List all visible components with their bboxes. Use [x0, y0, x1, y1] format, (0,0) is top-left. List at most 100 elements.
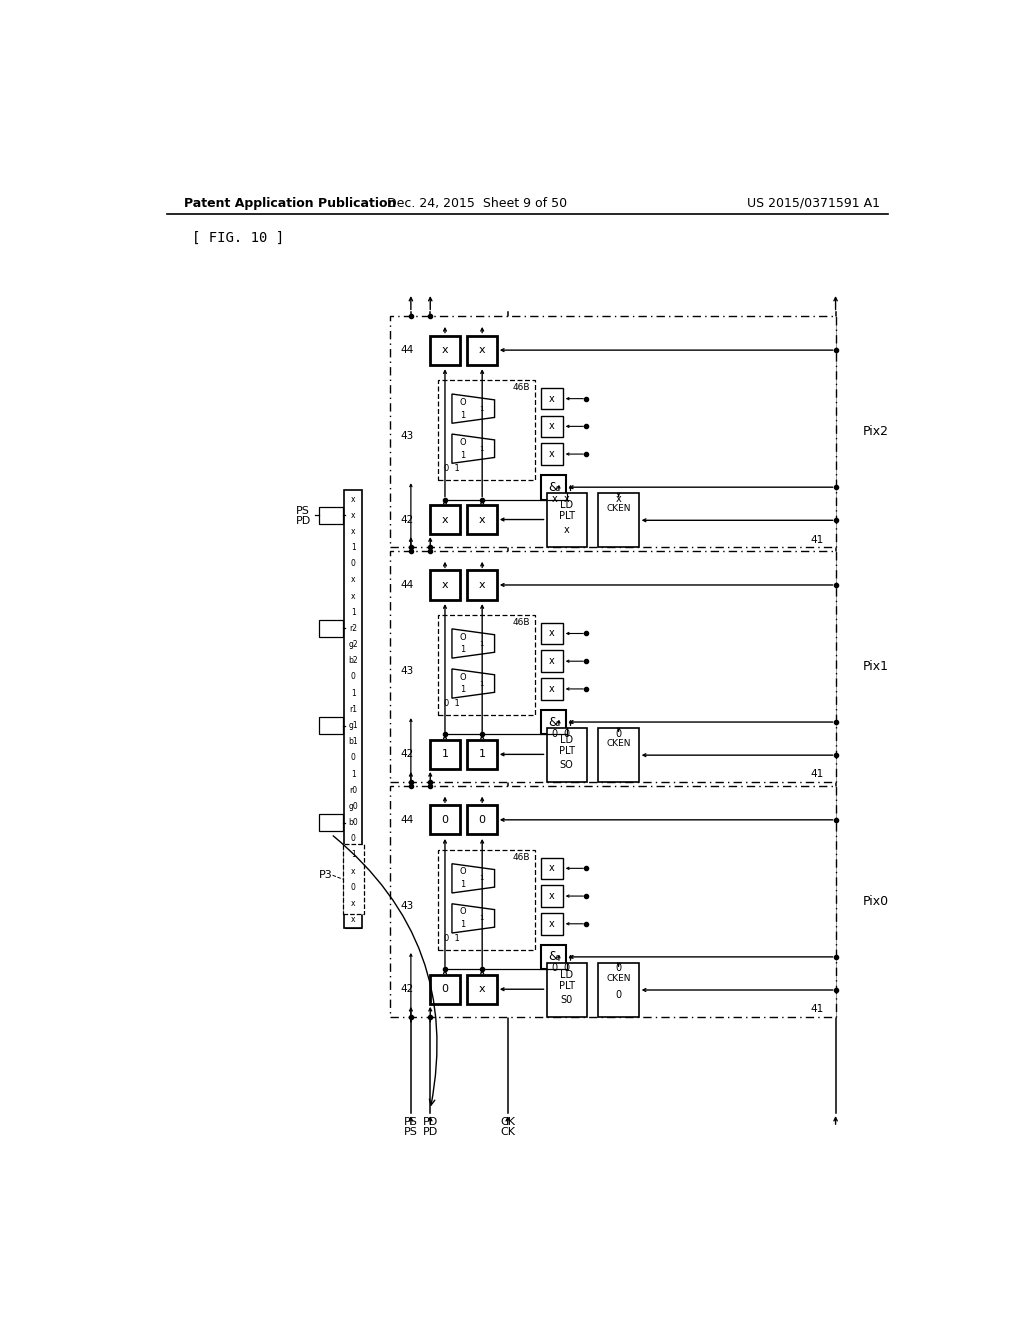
Text: x: x: [549, 421, 555, 432]
Bar: [345, 491, 361, 507]
Text: 44: 44: [400, 814, 414, 825]
Bar: [467, 739, 497, 770]
Bar: [598, 494, 639, 548]
Bar: [541, 886, 563, 907]
Text: x: x: [549, 919, 555, 929]
Text: x: x: [351, 915, 355, 924]
Text: LD: LD: [560, 735, 573, 744]
Text: x: x: [479, 515, 485, 524]
Text: 0  1: 0 1: [444, 465, 460, 473]
Text: 1: 1: [478, 750, 485, 759]
Bar: [430, 739, 460, 770]
Bar: [467, 335, 497, 364]
Text: 1: 1: [441, 750, 449, 759]
Text: 44: 44: [400, 579, 414, 590]
Text: 1: 1: [479, 405, 484, 412]
Bar: [598, 964, 639, 1016]
Text: x: x: [351, 495, 355, 504]
Polygon shape: [452, 669, 495, 698]
Bar: [318, 620, 343, 638]
Text: &: &: [549, 950, 558, 964]
Bar: [430, 506, 460, 535]
Text: 1: 1: [479, 640, 484, 647]
Text: x: x: [549, 863, 555, 874]
Bar: [318, 507, 343, 524]
Text: 1: 1: [479, 875, 484, 882]
Text: LD: LD: [560, 500, 573, 510]
Text: 41: 41: [811, 1005, 824, 1014]
Text: 1: 1: [351, 770, 355, 779]
Bar: [345, 701, 361, 718]
Text: PD: PD: [423, 1127, 438, 1138]
Bar: [547, 729, 587, 781]
Text: PLT: PLT: [559, 511, 574, 521]
Bar: [541, 444, 563, 465]
Bar: [547, 494, 587, 548]
Text: 43: 43: [400, 432, 414, 441]
Text: b1: b1: [348, 737, 358, 746]
Bar: [345, 589, 361, 605]
Text: r1: r1: [349, 705, 357, 714]
Bar: [598, 729, 639, 781]
Text: x: x: [441, 515, 449, 524]
Bar: [390, 785, 836, 1016]
Bar: [345, 830, 361, 847]
Text: x: x: [549, 656, 555, 667]
Bar: [345, 799, 361, 814]
Text: x: x: [351, 866, 355, 875]
Text: S0: S0: [560, 995, 572, 1005]
Text: 0: 0: [615, 964, 622, 973]
Text: 1: 1: [479, 446, 484, 451]
Text: 46B: 46B: [512, 383, 529, 392]
Text: 0: 0: [551, 729, 557, 739]
Text: PS: PS: [296, 506, 310, 516]
Bar: [430, 335, 460, 364]
Bar: [345, 653, 361, 669]
Text: Patent Application Publication: Patent Application Publication: [183, 197, 396, 210]
Bar: [318, 814, 343, 832]
Text: 0: 0: [563, 964, 569, 973]
Bar: [467, 805, 497, 834]
Text: O: O: [460, 907, 466, 916]
Text: LD: LD: [560, 970, 573, 979]
Text: Pix1: Pix1: [862, 660, 889, 673]
Bar: [467, 570, 497, 599]
Bar: [345, 781, 361, 799]
Text: 0: 0: [350, 754, 355, 763]
Bar: [345, 685, 361, 701]
Bar: [345, 895, 361, 911]
Polygon shape: [452, 863, 495, 892]
Text: SO: SO: [560, 760, 573, 770]
Text: 0: 0: [350, 883, 355, 892]
Text: 46B: 46B: [512, 853, 529, 862]
Bar: [345, 556, 361, 572]
Text: CKEN: CKEN: [606, 739, 631, 748]
Text: PS: PS: [403, 1118, 418, 1127]
Polygon shape: [452, 904, 495, 933]
Bar: [343, 845, 364, 913]
Text: x: x: [351, 576, 355, 585]
Bar: [345, 636, 361, 653]
Text: x: x: [549, 393, 555, 404]
Bar: [430, 974, 460, 1003]
Bar: [345, 572, 361, 589]
Text: 42: 42: [400, 985, 414, 994]
Text: O: O: [460, 867, 466, 876]
Text: 41: 41: [811, 770, 824, 779]
Text: 43: 43: [400, 665, 414, 676]
Text: x: x: [351, 527, 355, 536]
Text: x: x: [351, 591, 355, 601]
Bar: [541, 416, 563, 437]
Text: 1: 1: [351, 607, 355, 616]
Text: x: x: [564, 494, 569, 504]
Polygon shape: [452, 395, 495, 424]
Text: 1: 1: [351, 689, 355, 698]
Text: 41: 41: [811, 535, 824, 545]
Bar: [541, 945, 566, 969]
Text: 44: 44: [400, 345, 414, 355]
Text: x: x: [549, 684, 555, 694]
Text: 1: 1: [351, 850, 355, 859]
Text: x: x: [615, 494, 622, 504]
Text: PD: PD: [296, 516, 310, 527]
Text: x: x: [564, 525, 569, 536]
